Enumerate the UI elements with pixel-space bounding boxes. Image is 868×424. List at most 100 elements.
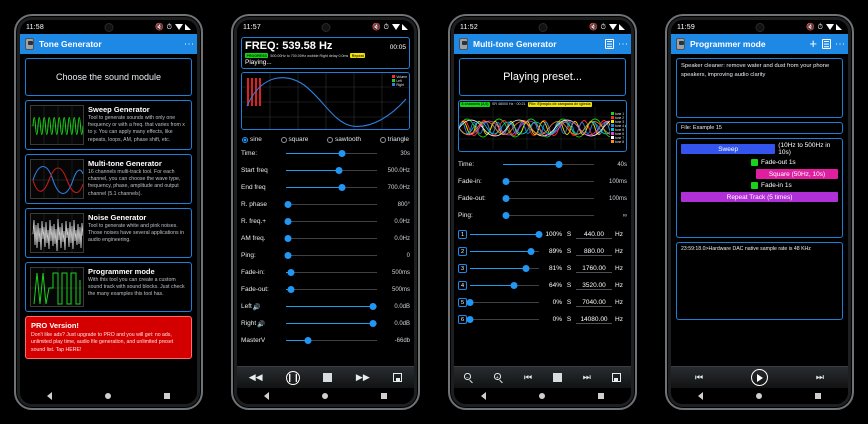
zoom-out-icon[interactable]: − xyxy=(464,373,474,384)
slider-track[interactable] xyxy=(286,285,377,295)
channel-mode[interactable]: S xyxy=(566,282,572,289)
block-label[interactable]: Fade-out 1s xyxy=(761,159,796,166)
module-card-multitone[interactable]: Multi-tone Generator 16 channels multi-t… xyxy=(25,154,192,204)
channel-row[interactable]: 1 100% S 440.00 Hz xyxy=(458,226,627,243)
back-icon[interactable] xyxy=(480,392,486,400)
stop-icon[interactable] xyxy=(323,373,333,382)
module-card-noise[interactable]: Noise Generator Tool to generate white a… xyxy=(25,208,192,258)
slider-track[interactable] xyxy=(286,302,377,312)
slider-row[interactable]: Ping: ∞ xyxy=(458,207,627,224)
back-icon[interactable] xyxy=(46,392,52,400)
block-row[interactable]: Square (50Hz, 10s) xyxy=(681,169,838,179)
slider-knob[interactable] xyxy=(535,231,543,238)
rewind-icon[interactable]: ◀◀ xyxy=(248,372,263,382)
channel-mode[interactable]: S xyxy=(566,299,572,306)
channel-frequency-field[interactable]: 14080.00 xyxy=(576,316,612,324)
block-label[interactable]: Repeat Track (5 times) xyxy=(681,192,838,202)
block-label[interactable]: Square (50Hz, 10s) xyxy=(756,169,838,179)
channel-row[interactable]: 2 89% S 880.00 Hz xyxy=(458,243,627,260)
slider-knob[interactable] xyxy=(466,316,474,323)
play-icon[interactable] xyxy=(750,369,768,386)
radio-square[interactable]: square xyxy=(280,136,308,143)
slider-track[interactable] xyxy=(286,268,377,278)
channel-mode[interactable]: S xyxy=(566,231,572,238)
home-icon[interactable] xyxy=(104,393,111,399)
slider-row[interactable]: Fade-in: 500ms xyxy=(241,264,410,281)
slider-knob[interactable] xyxy=(284,201,292,208)
slider-row[interactable]: Fade-out: 500ms xyxy=(241,281,410,298)
slider-row[interactable]: Fade-in: 100ms xyxy=(458,173,627,190)
slider-track[interactable] xyxy=(284,200,377,210)
save-icon[interactable] xyxy=(393,373,403,382)
channel-row[interactable]: 4 64% S 3520.00 Hz xyxy=(458,277,627,294)
slider-knob[interactable] xyxy=(338,150,346,157)
channel-mode[interactable]: S xyxy=(566,248,572,255)
channel-mode[interactable]: S xyxy=(566,265,572,272)
block-list[interactable]: Sweep (10Hz to 500Hz in 10s) Fade-out 1s Sq… xyxy=(676,138,843,238)
slider-knob[interactable] xyxy=(510,282,518,289)
channel-frequency-field[interactable]: 3520.00 xyxy=(576,282,612,290)
slider-knob[interactable] xyxy=(287,286,295,293)
back-icon[interactable] xyxy=(697,392,703,400)
slider-track[interactable] xyxy=(286,149,377,159)
channel-frequency-field[interactable]: 880.00 xyxy=(576,248,612,256)
home-icon[interactable] xyxy=(321,393,328,399)
list-icon[interactable] xyxy=(822,39,831,49)
slider-knob[interactable] xyxy=(466,299,474,306)
slider-knob[interactable] xyxy=(369,320,377,327)
zoom-in-icon[interactable]: + xyxy=(494,373,504,384)
slider-track[interactable] xyxy=(503,160,594,170)
radio-sawtooth[interactable]: sawtooth xyxy=(327,136,361,143)
channel-row[interactable]: 6 0% S 14080.00 Hz xyxy=(458,311,627,328)
previous-icon[interactable]: ⏮ xyxy=(694,372,704,382)
slider-knob[interactable] xyxy=(338,184,346,191)
slider-track[interactable] xyxy=(466,315,539,325)
slider-row[interactable]: R. freq.+ 0.0Hz xyxy=(241,213,410,230)
back-icon[interactable] xyxy=(263,392,269,400)
slider-knob[interactable] xyxy=(522,265,530,272)
channel-row[interactable]: 5 0% S 7040.00 Hz xyxy=(458,294,627,311)
slider-track[interactable] xyxy=(502,194,594,204)
slider-track[interactable] xyxy=(502,211,594,221)
slider-track[interactable] xyxy=(286,336,377,346)
slider-row[interactable]: R. phase 800° xyxy=(241,196,410,213)
slider-knob[interactable] xyxy=(304,337,312,344)
slider-track[interactable] xyxy=(286,319,377,329)
slider-row[interactable]: End freq 700.0Hz xyxy=(241,179,410,196)
block-row[interactable]: Repeat Track (5 times) xyxy=(681,192,838,202)
slider-knob[interactable] xyxy=(502,212,510,219)
home-icon[interactable] xyxy=(755,393,762,399)
next-icon[interactable]: ⏭ xyxy=(582,372,591,382)
slider-knob[interactable] xyxy=(555,161,563,168)
list-icon[interactable] xyxy=(605,39,614,49)
channel-frequency-field[interactable]: 7040.00 xyxy=(576,299,612,307)
slider-track[interactable] xyxy=(470,247,539,257)
slider-row[interactable]: Start freq 500.0Hz xyxy=(241,162,410,179)
home-icon[interactable] xyxy=(538,393,545,399)
radio-sine[interactable]: sine xyxy=(242,136,262,143)
slider-row[interactable]: AM freq. 0.0Hz xyxy=(241,230,410,247)
slider-knob[interactable] xyxy=(284,218,292,225)
overflow-menu-icon[interactable]: ⋮ xyxy=(834,39,845,49)
recents-icon[interactable] xyxy=(164,393,171,399)
overflow-menu-icon[interactable]: ⋮ xyxy=(183,39,194,49)
recents-icon[interactable] xyxy=(598,393,605,399)
slider-track[interactable] xyxy=(470,230,543,240)
forward-icon[interactable]: ▶▶ xyxy=(355,372,370,382)
choose-module-card[interactable]: Choose the sound module xyxy=(25,58,192,96)
slider-track[interactable] xyxy=(286,183,377,193)
slider-knob[interactable] xyxy=(284,252,292,259)
slider-track[interactable] xyxy=(502,177,594,187)
slider-row[interactable]: Fade-out: 100ms xyxy=(458,190,627,207)
slider-row[interactable]: Left 🔊 0.0dB xyxy=(241,298,410,315)
module-card-programmer[interactable]: Programmer mode With this tool you can c… xyxy=(25,262,192,312)
channel-frequency-field[interactable]: 1760.00 xyxy=(576,265,612,273)
slider-row[interactable]: MasterV -66db xyxy=(241,332,410,349)
slider-knob[interactable] xyxy=(284,235,292,242)
slider-knob[interactable] xyxy=(287,269,295,276)
slider-knob[interactable] xyxy=(502,178,510,185)
slider-track[interactable] xyxy=(286,166,377,176)
module-card-sweep[interactable]: Sweep Generator Tool to generate sounds … xyxy=(25,100,192,150)
description-card[interactable]: Speaker cleaner: remove water and dust f… xyxy=(676,58,843,118)
pause-icon[interactable]: ❙❙ xyxy=(286,370,301,385)
